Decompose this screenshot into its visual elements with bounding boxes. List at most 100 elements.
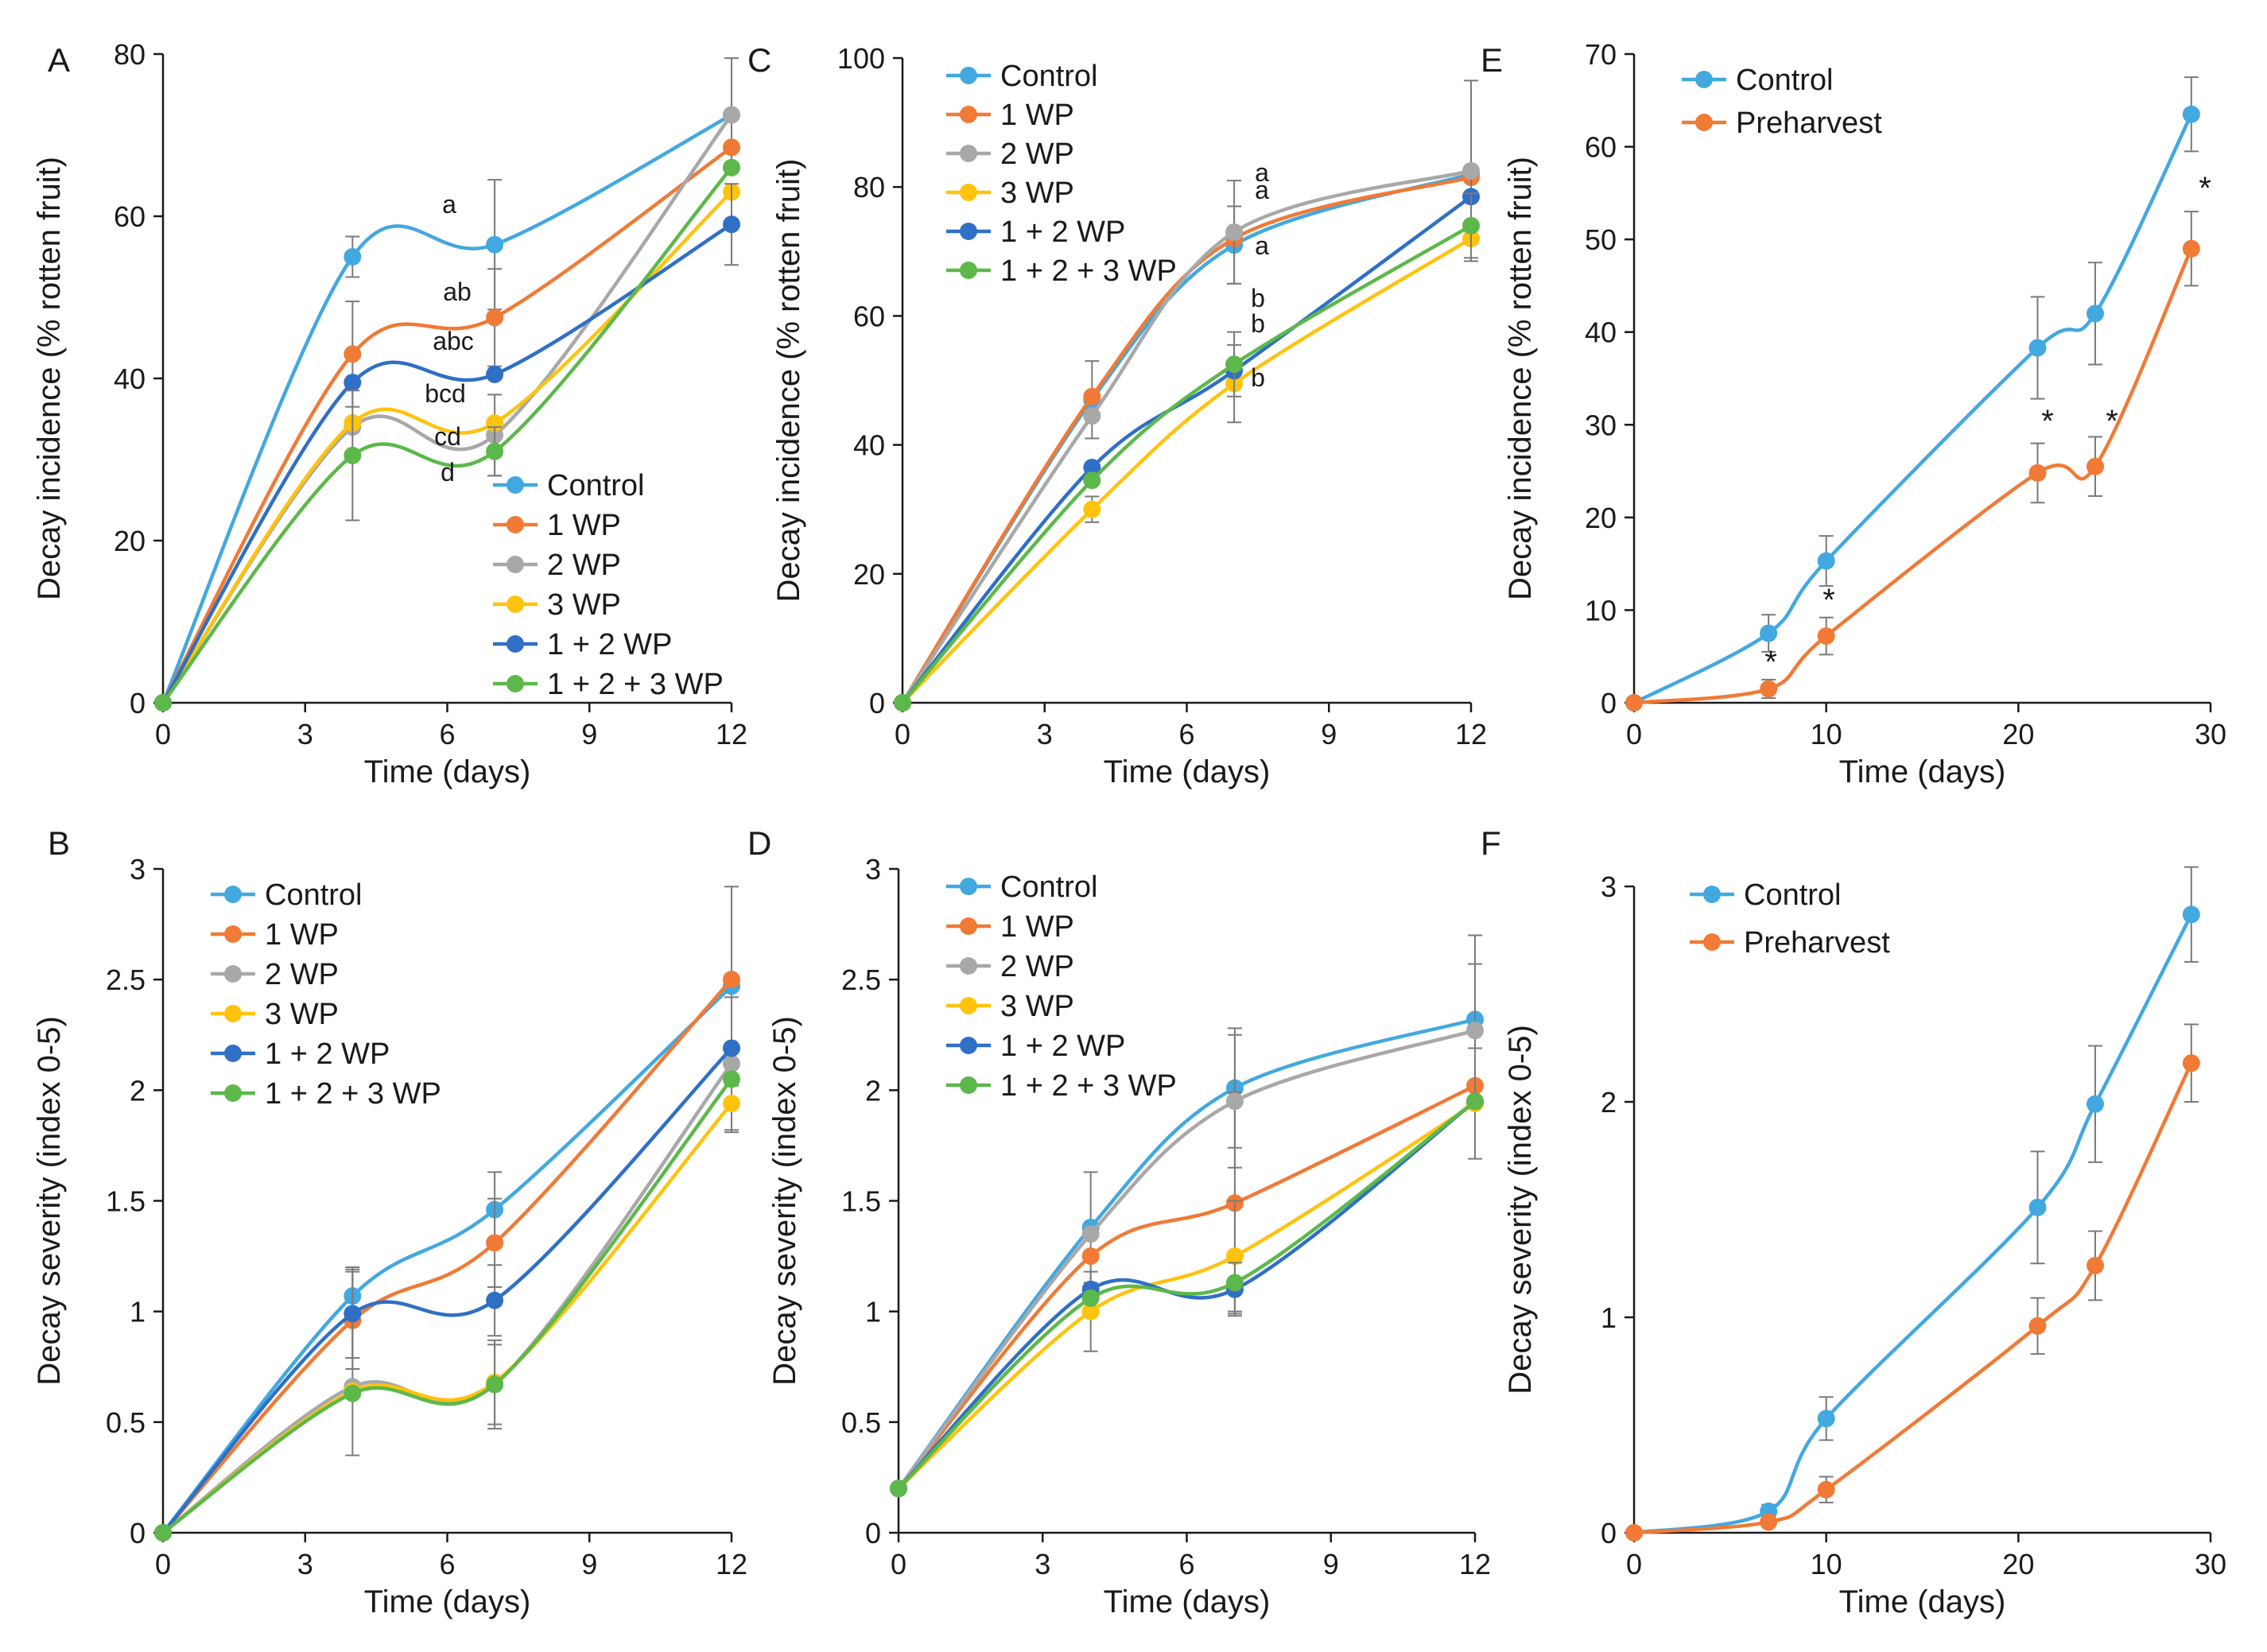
legend-item: 2 WP [946, 138, 1074, 171]
significance-annotation: a [1255, 176, 1269, 204]
series-line [161, 984, 733, 1534]
x-tick-label: 9 [581, 718, 597, 750]
significance-annotation: * [2106, 404, 2118, 439]
series-line [161, 1078, 733, 1534]
x-axis-title: Time (days) [1839, 1584, 2006, 1619]
legend-swatch-marker [1703, 886, 1721, 903]
x-tick-label: 30 [2195, 1548, 2226, 1580]
data-point [1462, 216, 1480, 235]
series-line [161, 978, 733, 1534]
legend-label: Preharvest [1744, 926, 1890, 960]
legend-swatch-marker [960, 184, 977, 201]
y-tick-label: 100 [837, 42, 885, 75]
significance-annotation: b [1251, 363, 1265, 392]
legend-label: 1 WP [1000, 910, 1074, 944]
legend-label: 1 WP [1000, 99, 1074, 132]
y-tick-label: 20 [853, 558, 885, 591]
x-tick-label: 3 [297, 1548, 313, 1580]
series-1-wp [890, 1076, 1484, 1498]
significance-annotation: abc [433, 327, 474, 355]
significance-annotation: * [2041, 404, 2054, 439]
legend-item: 1 WP [493, 509, 621, 542]
legend-swatch-marker [960, 917, 977, 935]
significance-annotation: * [2199, 171, 2211, 206]
y-tick-label: 70 [1585, 38, 1617, 71]
significance-annotation: ab [443, 277, 472, 306]
significance-annotation: * [1764, 645, 1777, 680]
data-point [2182, 105, 2200, 123]
y-tick-label: 3 [1601, 871, 1617, 903]
legend-swatch-marker [960, 262, 977, 279]
data-point [1760, 680, 1778, 698]
series-preharvest [1625, 211, 2200, 712]
series-line [901, 169, 1472, 704]
legend-item: 1 + 2 WP [493, 628, 672, 661]
data-point [2086, 457, 2104, 475]
significance-annotation: b [1251, 284, 1265, 312]
data-point [1466, 1022, 1484, 1040]
x-tick-label: 12 [1459, 1548, 1491, 1580]
legend-item: Preharvest [1690, 926, 1890, 960]
legend-item: Control [1682, 64, 1834, 97]
data-point [1625, 1524, 1643, 1541]
data-point [723, 971, 740, 989]
x-axis-title: Time (days) [1104, 1584, 1271, 1619]
data-point [2182, 1054, 2200, 1072]
y-tick-label: 0 [1601, 687, 1617, 719]
x-tick-label: 9 [581, 1548, 597, 1580]
legend-swatch-marker [507, 595, 524, 613]
series-1-2-3-wp [890, 1092, 1484, 1498]
panel-label: D [747, 824, 771, 862]
y-tick-label: 0 [865, 1517, 881, 1549]
data-point [723, 1070, 740, 1088]
y-tick-label: 40 [114, 363, 146, 395]
data-point [1225, 1247, 1244, 1266]
legend-swatch-marker [224, 1045, 242, 1062]
x-tick-label: 0 [895, 718, 910, 750]
series-line [161, 223, 733, 704]
series-1-wp [154, 971, 740, 1541]
legend-swatch-marker [507, 516, 524, 533]
series-line [1633, 247, 2193, 705]
legend-label: 1 + 2 WP [1000, 215, 1125, 249]
significance-annotation: a [1255, 231, 1269, 260]
y-tick-label: 1 [1601, 1301, 1617, 1334]
data-point [2086, 1256, 2104, 1274]
series-control [1625, 76, 2200, 712]
data-point [486, 235, 504, 254]
data-point [723, 215, 740, 234]
data-point [1817, 552, 1835, 570]
legend-label: 1 + 2 WP [265, 1037, 390, 1071]
series-line [1633, 1062, 2193, 1535]
data-point [2028, 1317, 2047, 1335]
data-point [2182, 239, 2200, 258]
y-tick-label: 1 [865, 1296, 881, 1328]
legend-label: 1 WP [547, 509, 621, 542]
legend-item: 1 WP [946, 910, 1074, 944]
data-point [723, 1095, 740, 1113]
x-tick-label: 12 [716, 1548, 747, 1580]
data-point [1081, 1225, 1100, 1243]
legend-swatch-marker [960, 878, 977, 895]
significance-annotation: d [441, 458, 455, 487]
legend-label: 1 + 2 + 3 WP [265, 1077, 441, 1111]
y-tick-label: 0 [1601, 1517, 1617, 1549]
y-tick-label: 0 [130, 1517, 146, 1549]
series-line [901, 175, 1472, 704]
legend-swatch-marker [507, 635, 524, 653]
legend-label: 3 WP [1000, 176, 1074, 210]
data-point [2086, 1095, 2104, 1113]
series-preharvest [1625, 1023, 2200, 1541]
series-3-wp [894, 230, 1480, 712]
legend-item: 1 WP [211, 918, 339, 952]
legend-label: Control [1736, 64, 1834, 97]
data-point [486, 308, 504, 327]
x-tick-label: 0 [1626, 718, 1642, 750]
significance-annotation: b [1251, 309, 1265, 338]
x-tick-label: 0 [891, 1548, 906, 1580]
data-point [1081, 1289, 1100, 1307]
y-axis-title: Decay severity (index 0-5) [767, 1016, 802, 1386]
x-tick-label: 0 [1626, 1548, 1642, 1580]
x-tick-label: 0 [155, 718, 171, 750]
y-axis-title: Decay severity (index 0-5) [32, 1016, 67, 1386]
